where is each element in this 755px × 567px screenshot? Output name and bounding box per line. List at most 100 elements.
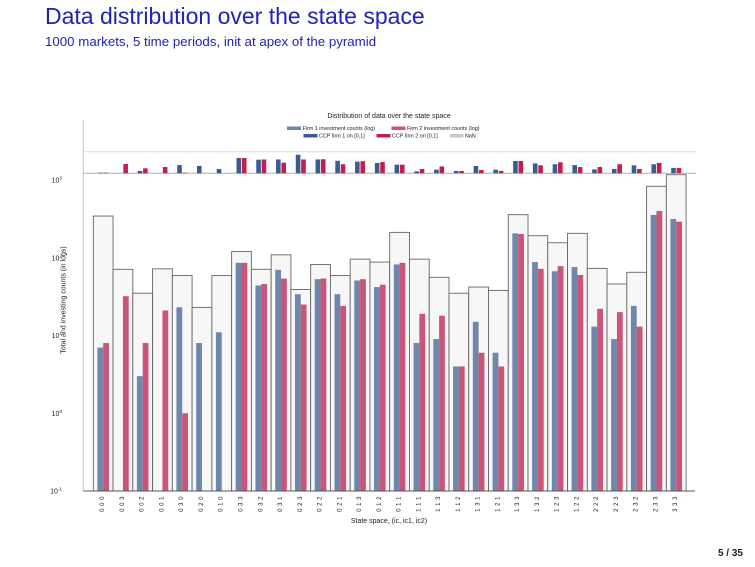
x-tick-label: 0 3 0	[179, 496, 185, 512]
bar-firm2-investment	[360, 279, 366, 491]
bar-ccp-firm2	[538, 165, 543, 174]
x-tick-label: 1 3 1	[476, 496, 482, 512]
x-tick-label: 0 1 3	[357, 496, 363, 512]
bar-ccp-firm1	[276, 159, 281, 174]
page-number: 5 / 35	[717, 548, 743, 559]
x-tick-label: 2 3 3	[653, 496, 659, 512]
y-tick-label: 102	[52, 253, 63, 262]
y-tick-exponent: -1	[58, 487, 63, 492]
bar-ccp-firm1	[631, 165, 637, 174]
bar-ccp-firm1	[453, 170, 459, 174]
bar-firm1-investment	[512, 233, 519, 492]
bar-firm2-investment	[182, 413, 189, 491]
bar-firm2-investment	[597, 308, 603, 491]
bar-ccp-firm2	[340, 164, 346, 174]
y-tick-exponent: 2	[59, 253, 62, 258]
bar-ccp-firm1	[177, 165, 182, 174]
bar-firm2-investment	[656, 211, 663, 491]
bar-firm2-investment	[676, 221, 683, 492]
bar-firm2-investment	[577, 274, 584, 491]
bar-ccp-firm1	[532, 163, 538, 174]
y-axis-label: Total and investing counts (in logs)	[61, 246, 68, 353]
legend-label-firm1: Firm 1 investment counts (log)	[303, 126, 376, 132]
bar-firm1-investment	[275, 269, 282, 491]
bar-firm2-investment	[103, 343, 109, 491]
bar-ccp-firm2	[123, 164, 128, 174]
x-tick-label: 1 2 1	[495, 496, 501, 512]
bar-firm2-investment	[478, 352, 485, 491]
legend-item-nan: NaN	[450, 134, 476, 140]
x-tick-label: 0 2 0	[199, 496, 205, 512]
bar-ccp-firm1	[651, 164, 657, 174]
x-tick-label: 0 0 1	[159, 496, 165, 512]
bar-firm2-investment	[537, 268, 544, 491]
legend-swatch-ccp1	[303, 134, 318, 138]
legend-label-firm2: Firm 2 investment counts (log)	[407, 126, 480, 132]
legend-item-ccp1: CCP firm 1 on [0,1]	[303, 134, 365, 140]
y-tick-label: 103	[52, 176, 63, 185]
bar-firm1-investment	[670, 219, 677, 491]
y-tick-base: 10	[52, 411, 60, 418]
bar-ccp-firm1	[295, 154, 301, 174]
y-tick-exponent: 3	[59, 176, 62, 181]
bar-firm1-investment	[294, 294, 301, 491]
chart-title: Distribution of data over the state spac…	[327, 113, 450, 120]
bar-ccp-firm1	[414, 171, 419, 174]
bar-firm1-investment	[492, 352, 499, 491]
bar-firm2-investment	[458, 366, 465, 491]
legend-swatch-nan	[450, 134, 464, 138]
bar-firm2-investment	[261, 283, 268, 491]
bar-ccp-firm2	[380, 162, 385, 174]
bar-firm2-investment	[241, 262, 248, 491]
bar-ccp-firm2	[261, 159, 267, 174]
bar-firm1-investment	[532, 262, 538, 491]
bar-ccp-firm1	[572, 165, 578, 174]
x-tick-label: 2 2 2	[594, 496, 600, 512]
bar-ccp-firm2	[182, 172, 188, 174]
bar-ccp-firm2	[360, 161, 366, 174]
x-tick-label: 0 2 2	[318, 496, 324, 512]
x-tick-label: 0 0 3	[120, 496, 126, 512]
bar-firm2-investment	[498, 366, 505, 491]
x-tick-label: 0 2 1	[337, 496, 343, 512]
x-tick-label: 0 2 3	[298, 496, 304, 512]
bar-total	[191, 306, 213, 492]
top-panel-bars	[98, 154, 682, 174]
bar-ccp-firm1	[196, 165, 202, 174]
y-tick-label: 100	[52, 409, 63, 418]
y-tick-label: 10-1	[50, 487, 62, 496]
bar-firm2-investment	[379, 284, 386, 491]
bar-firm1-investment	[433, 339, 440, 491]
bar-firm1-investment	[551, 271, 558, 491]
y-tick-base: 10	[52, 333, 60, 340]
bar-firm1-investment	[393, 264, 400, 491]
legend-item-ccp2: CCP firm 2 on [0,1]	[376, 134, 438, 140]
bar-ccp-firm2	[103, 172, 109, 174]
bar-firm1-investment	[136, 376, 143, 491]
bar-firm1-investment	[196, 343, 202, 491]
bar-firm1-investment	[650, 214, 657, 492]
legend-item-firm2: Firm 2 investment counts (log)	[391, 126, 480, 132]
bar-ccp-firm2	[301, 159, 306, 174]
bar-firm2-investment	[636, 326, 643, 491]
bar-ccp-firm1	[473, 165, 479, 174]
x-tick-label: 1 1 1	[416, 496, 422, 512]
bar-ccp-firm1	[493, 169, 498, 174]
bar-ccp-firm2	[676, 167, 682, 174]
bar-ccp-firm1	[394, 164, 400, 174]
bar-firm2-investment	[340, 305, 347, 491]
bar-ccp-firm1	[216, 168, 222, 174]
x-tick-label: 2 3 2	[634, 496, 640, 512]
bar-ccp-firm2	[143, 168, 148, 174]
bar-ccp-firm2	[419, 168, 425, 174]
bar-firm1-investment	[97, 347, 104, 491]
y-tick-exponent: 1	[59, 331, 62, 336]
bar-firm2-investment	[557, 266, 564, 491]
x-tick-labels: 0 0 0 0 0 3 0 0 2 0 0 1 0 3 0 0 2 0 0 1 0 0 3 3…	[100, 496, 679, 512]
bar-firm1-investment	[591, 326, 598, 491]
bar-ccp-firm2	[518, 160, 524, 174]
bar-ccp-firm1	[513, 160, 518, 174]
bar-firm1-investment	[413, 343, 420, 491]
